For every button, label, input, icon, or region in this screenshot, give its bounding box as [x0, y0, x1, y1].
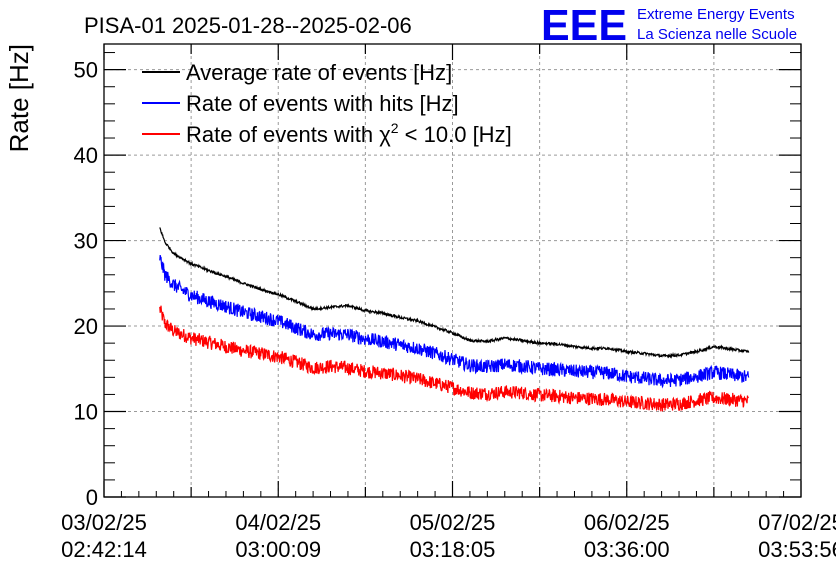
series-group: [159, 227, 750, 412]
x-tick-date: 06/02/25: [584, 510, 670, 535]
series-line-2: [159, 305, 749, 412]
y-tick-label: 0: [86, 485, 98, 510]
logo-line2: La Scienza nelle Scuole: [637, 26, 797, 43]
legend-label-chi2: Rate of events with χ2 < 10.0 [Hz]: [186, 120, 512, 147]
x-tick-time: 03:53:56: [758, 537, 836, 562]
eee-logo-mark: EEE: [541, 1, 627, 50]
y-tick-labels: 0 10 20 30 40 50: [74, 58, 98, 510]
x-tick-date: 03/02/25: [61, 510, 147, 535]
x-tick-time: 02:42:14: [61, 537, 147, 562]
legend-chi-prefix: Rate of events with χ: [186, 122, 391, 147]
x-tick-date: 05/02/25: [410, 510, 496, 535]
series-line-1: [159, 254, 750, 389]
chart-title: PISA-01 2025-01-28--2025-02-06: [84, 13, 412, 38]
legend-chi-suffix: < 10.0 [Hz]: [399, 122, 512, 147]
y-tick-label: 40: [74, 143, 98, 168]
series-line-0: [159, 227, 750, 359]
y-tick-label: 10: [74, 400, 98, 425]
grid-lines: [104, 44, 801, 497]
y-tick-label: 30: [74, 229, 98, 254]
x-tick-time: 03:36:00: [584, 537, 670, 562]
legend-chi-sup: 2: [391, 120, 399, 136]
legend-label-hits: Rate of events with hits [Hz]: [186, 91, 459, 116]
logo-line1: Extreme Energy Events: [637, 6, 795, 23]
eee-logo: EEE Extreme Energy Events La Scienza nel…: [541, 1, 797, 50]
y-tick-label: 50: [74, 58, 98, 83]
x-tick-date: 04/02/25: [235, 510, 321, 535]
axis-ticks: [103, 44, 802, 498]
y-axis-label: Rate [Hz]: [4, 44, 34, 152]
x-tick-time: 03:18:05: [410, 537, 496, 562]
y-tick-label: 20: [74, 314, 98, 339]
x-tick-date: 07/02/25: [758, 510, 836, 535]
legend-label-average: Average rate of events [Hz]: [186, 60, 452, 85]
legend: Average rate of events [Hz] Rate of even…: [142, 60, 512, 147]
x-tick-time: 03:00:09: [235, 537, 321, 562]
